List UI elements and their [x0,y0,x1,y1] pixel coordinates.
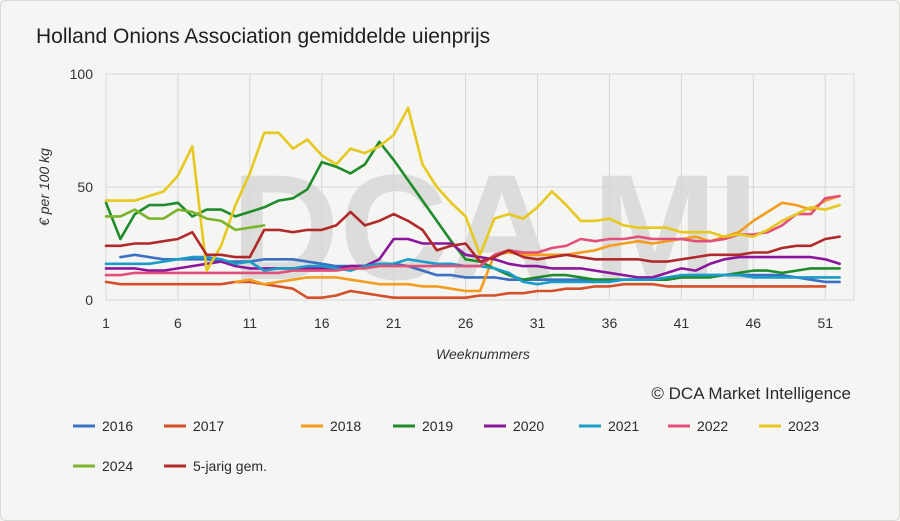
x-tick-label: 21 [386,315,402,331]
legend: 2016 2017 2018 2019 2020 2021 2022 2023 2024 5-ja… [73,418,819,474]
series-line-5-jarig-gem- [104,210,841,263]
series-line-2024 [104,208,266,232]
x-tick-label: 26 [458,315,474,331]
legend-label: 2023 [788,418,819,434]
x-tick-label: 51 [817,315,833,331]
series-line-2018 [234,194,841,293]
grid-lines [105,73,855,301]
x-tick-label: 36 [602,315,618,331]
series-line-2017 [104,280,827,300]
legend-label: 2022 [697,418,728,434]
legend-label: 2024 [102,458,133,474]
legend-label: 5-jarig gem. [193,458,267,474]
series-lines [104,106,841,300]
x-tick-label: 46 [746,315,762,331]
watermark-text: DCA MI [231,143,759,311]
y-tick-label: 0 [85,292,93,308]
y-tick-label: 100 [70,66,94,82]
x-tick-label: 6 [174,315,182,331]
legend-label: 2021 [608,418,639,434]
y-axis-label: € per 100 kg [36,148,52,226]
copyright-notice: © DCA Market Intelligence [651,384,851,403]
legend-label: 2017 [193,418,224,434]
chart-title: Holland Onions Association gemiddelde ui… [36,25,491,48]
series-line-2022 [104,194,841,277]
x-tick-label: 31 [530,315,546,331]
x-axis-label: Weeknummers [436,346,530,362]
x-tick-label: 1 [102,315,110,331]
legend-label: 2016 [102,418,133,434]
x-tick-label: 16 [314,315,330,331]
y-tick-label: 50 [77,179,93,195]
x-tick-label: 41 [674,315,690,331]
legend-label: 2018 [330,418,361,434]
legend-label: 2019 [422,418,453,434]
series-line-2020 [104,237,841,279]
x-tick-label: 11 [243,315,258,331]
legend-label: 2020 [513,418,544,434]
